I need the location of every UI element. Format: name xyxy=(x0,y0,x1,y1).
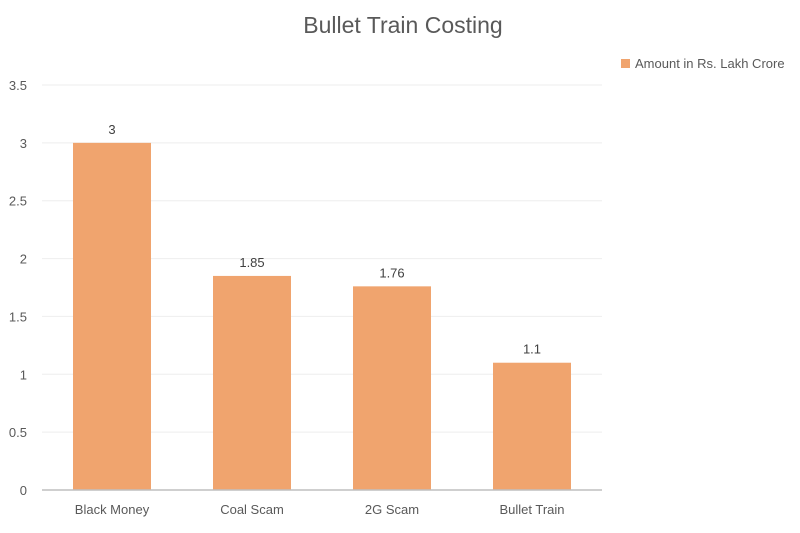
legend-swatch xyxy=(621,59,630,68)
bar xyxy=(73,142,151,490)
legend: Amount in Rs. Lakh Crore xyxy=(621,56,785,71)
x-tick-label: 2G Scam xyxy=(365,502,419,517)
x-tick-label: Coal Scam xyxy=(220,502,284,517)
y-tick-label: 2.5 xyxy=(9,194,27,209)
bar xyxy=(493,362,571,490)
y-tick-label: 3 xyxy=(20,136,27,151)
x-tick-label: Bullet Train xyxy=(499,502,564,517)
data-label: 1.1 xyxy=(523,342,541,357)
data-label: 3 xyxy=(108,122,115,137)
legend-label: Amount in Rs. Lakh Crore xyxy=(635,56,785,71)
data-label: 1.76 xyxy=(379,265,404,280)
x-tick-label: Black Money xyxy=(75,502,150,517)
chart-title: Bullet Train Costing xyxy=(303,12,502,38)
y-tick-label: 3.5 xyxy=(9,78,27,93)
data-label: 1.85 xyxy=(239,255,264,270)
bar xyxy=(213,275,291,490)
y-tick-label: 0 xyxy=(20,483,27,498)
bar xyxy=(353,286,431,490)
y-tick-label: 2 xyxy=(20,252,27,267)
y-tick-label: 0.5 xyxy=(9,425,27,440)
y-tick-label: 1.5 xyxy=(9,309,27,324)
y-tick-label: 1 xyxy=(20,367,27,382)
